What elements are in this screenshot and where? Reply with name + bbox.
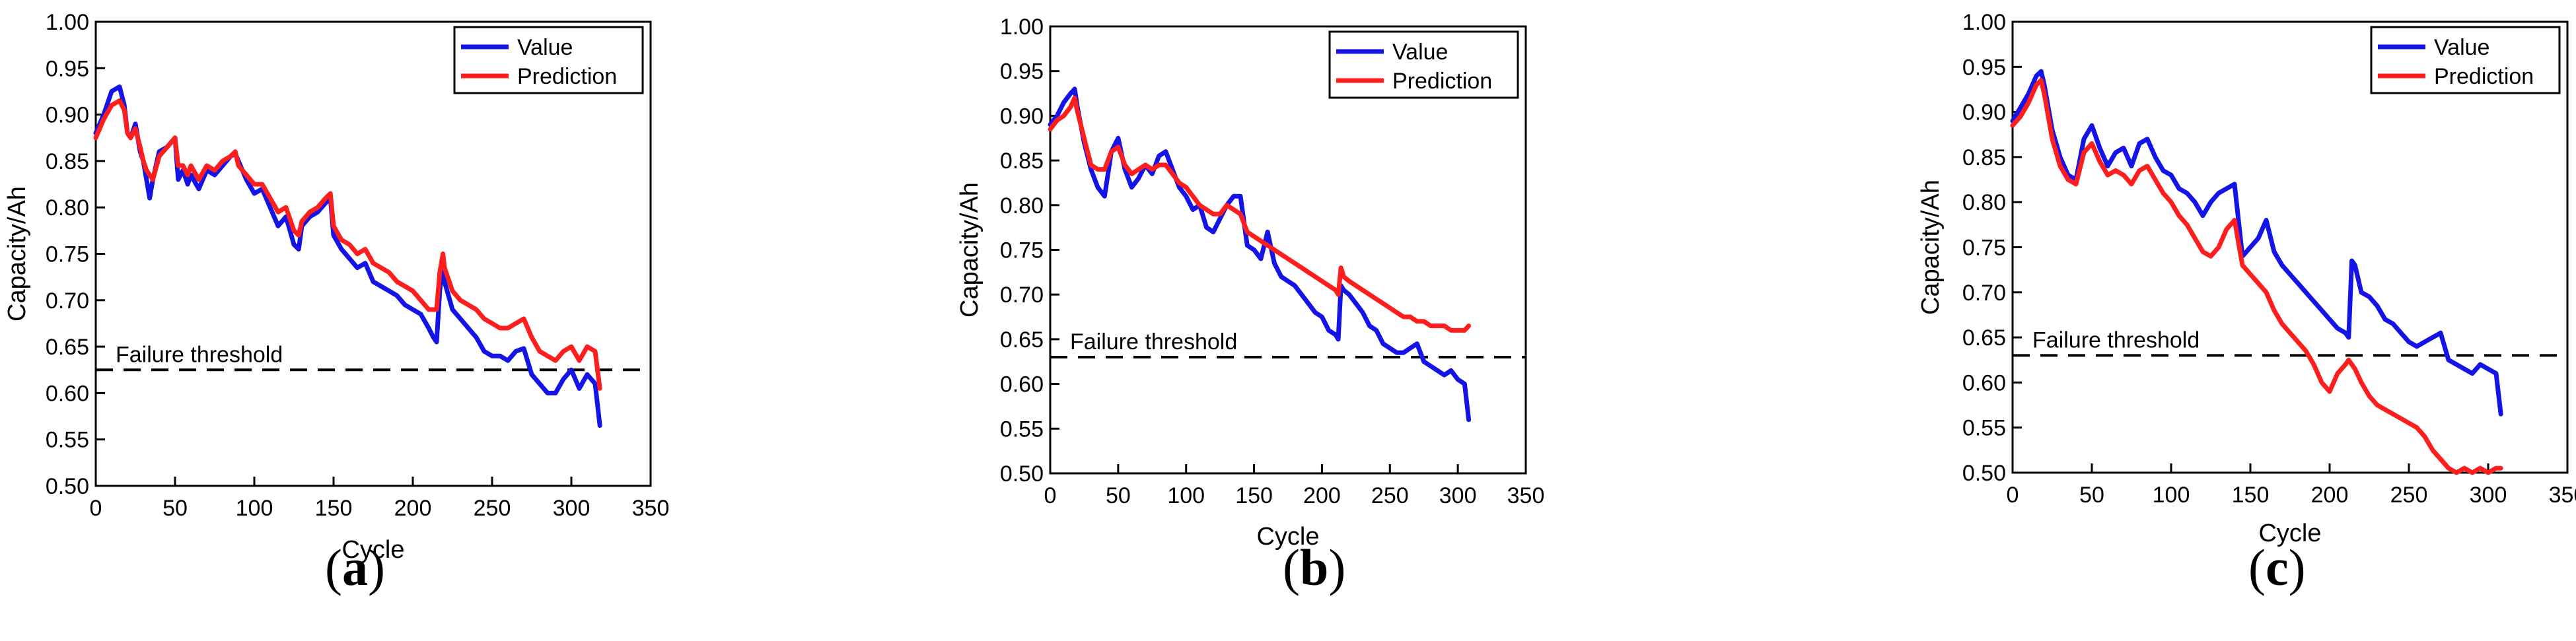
x-tick-label-a: 50 (162, 496, 188, 521)
legend-box-b (1328, 30, 1519, 99)
y-tick-label-b: 0.90 (1000, 104, 1044, 129)
series-line-value-b (1048, 86, 1472, 422)
x-tick-label-a: 100 (236, 496, 273, 521)
legend-label-value-a: Value (517, 35, 573, 60)
y-axis-title-b: Capacity/Ah (956, 182, 984, 318)
x-tick-label-c: 50 (2079, 483, 2104, 508)
x-tick-label-a: 300 (553, 496, 590, 521)
legend-label-prediction-a: Prediction (517, 64, 617, 89)
x-tick-label-c: 300 (2470, 483, 2507, 508)
x-tick-label-b: 50 (1106, 483, 1131, 508)
y-tick-label-c: 0.90 (1962, 100, 2006, 125)
failure-threshold-label-b: Failure threshold (1070, 329, 1237, 354)
y-tick-label-c: 0.65 (1962, 325, 2006, 351)
x-tick-label-c: 350 (2549, 483, 2576, 508)
chart-panel-a: 0.50 0.55 0.60 0.65 0.70 0.75 0.80 0.85 0.90 0.95… (3, 10, 670, 564)
y-tick-label-b: 0.55 (1000, 417, 1044, 442)
legend-box-a (453, 26, 644, 94)
series-line-prediction-b (1048, 95, 1472, 333)
y-tick-label-c: 0.95 (1962, 55, 2006, 80)
x-tick-label-b: 200 (1303, 483, 1341, 508)
x-tick-label-b: 0 (1044, 483, 1057, 508)
x-tick-label-a: 350 (632, 496, 670, 521)
y-tick-label-c: 1.00 (1962, 10, 2006, 35)
y-tick-label-c: 0.75 (1962, 236, 2006, 261)
y-tick-label-b: 1.00 (1000, 15, 1044, 40)
legend-label-value-c: Value (2434, 35, 2489, 60)
x-tick-label-b: 250 (1371, 483, 1409, 508)
y-tick-label-b: 0.75 (1000, 238, 1044, 263)
y-tick-label-a: 0.75 (46, 242, 89, 267)
x-axis-title-c: Cycle (2258, 520, 2321, 547)
chart-panel-b: 0.50 0.55 0.60 0.65 0.70 0.75 0.80 0.85 0.90 0.95… (956, 15, 1545, 551)
series-line-prediction-c (2010, 78, 2503, 475)
series-line-prediction-a (93, 98, 602, 391)
y-tick-label-b: 0.95 (1000, 59, 1044, 84)
failure-threshold-label-a: Failure threshold (116, 342, 283, 367)
y-tick-label-a: 0.90 (46, 103, 89, 128)
x-tick-label-a: 250 (474, 496, 511, 521)
y-tick-label-a: 0.70 (46, 288, 89, 314)
y-axis-title-a: Capacity/Ah (3, 186, 31, 321)
y-tick-label-c: 0.70 (1962, 281, 2006, 306)
y-tick-label-c: 0.50 (1962, 461, 2006, 486)
legend-box-c (2370, 26, 2561, 94)
y-axis-title-c: Capacity/Ah (1917, 180, 1945, 315)
y-tick-label-b: 0.65 (1000, 327, 1044, 353)
legend-label-prediction-c: Prediction (2434, 64, 2534, 89)
panel-label-a: (a) (325, 539, 385, 596)
x-axis-title-b: Cycle (1256, 523, 1319, 551)
y-tick-label-b: 0.60 (1000, 372, 1044, 397)
series-line-value-c (2010, 69, 2503, 417)
y-tick-label-b: 0.85 (1000, 149, 1044, 174)
y-tick-label-a: 0.50 (46, 474, 89, 499)
legend-label-prediction-b: Prediction (1392, 69, 1492, 94)
x-tick-label-b: 100 (1167, 483, 1205, 508)
y-tick-label-a: 1.00 (46, 10, 89, 35)
y-tick-label-c: 0.80 (1962, 190, 2006, 215)
x-tick-label-a: 150 (315, 496, 353, 521)
y-tick-label-a: 0.65 (46, 335, 89, 360)
y-tick-label-c: 0.85 (1962, 145, 2006, 170)
y-tick-label-b: 0.80 (1000, 193, 1044, 219)
x-tick-label-a: 200 (394, 496, 432, 521)
panel-label-c: (c) (2248, 539, 2306, 596)
x-tick-label-a: 0 (90, 496, 102, 521)
series-line-value-a (93, 84, 602, 428)
y-tick-label-a: 0.95 (46, 56, 89, 81)
y-tick-label-b: 0.50 (1000, 461, 1044, 487)
x-tick-label-b: 350 (1507, 483, 1545, 508)
legend-label-value-b: Value (1392, 40, 1448, 65)
y-tick-label-a: 0.60 (46, 381, 89, 406)
x-tick-label-b: 300 (1439, 483, 1477, 508)
x-tick-label-c: 0 (2007, 483, 2019, 508)
panel-label-b: (b) (1283, 539, 1346, 596)
x-tick-label-c: 200 (2311, 483, 2349, 508)
chart-panel-c: 0.50 0.55 0.60 0.65 0.70 0.75 0.80 0.85 0.90 0.95… (1917, 10, 2576, 547)
failure-threshold-label-c: Failure threshold (2032, 327, 2200, 353)
x-tick-label-c: 150 (2232, 483, 2270, 508)
y-tick-label-c: 0.60 (1962, 370, 2006, 395)
x-axis-title-a: Cycle (341, 536, 404, 564)
x-tick-label-c: 250 (2390, 483, 2428, 508)
y-tick-label-b: 0.70 (1000, 283, 1044, 308)
x-tick-label-c: 100 (2153, 483, 2190, 508)
y-tick-label-a: 0.80 (46, 195, 89, 220)
x-tick-label-b: 150 (1235, 483, 1273, 508)
y-tick-label-a: 0.55 (46, 428, 89, 453)
y-tick-label-c: 0.55 (1962, 416, 2006, 441)
y-tick-label-a: 0.85 (46, 149, 89, 174)
